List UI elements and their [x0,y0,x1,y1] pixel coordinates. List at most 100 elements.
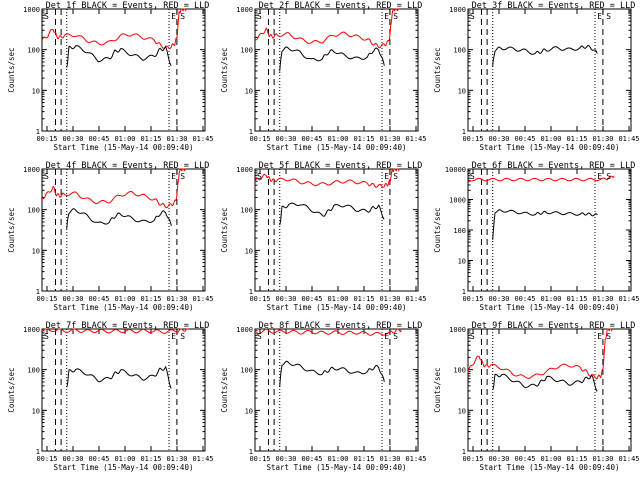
x-tick-label: 00:15 [249,295,270,303]
marker-label-start: S [44,332,49,341]
plot-frame [254,168,419,292]
x-axis-label: Start Time (15-May-14 00:09:40) [267,303,407,312]
x-tick-label: 00:30 [275,135,296,143]
x-tick-label: 00:15 [36,455,57,463]
series-line-red [254,328,402,336]
x-tick-label: 00:30 [62,135,83,143]
x-tick-label: 00:15 [249,455,270,463]
y-tick-label: 1000 [236,6,253,14]
x-tick-label: 01:45 [618,295,639,303]
plot-frame [254,328,419,452]
plot-frame [41,328,206,452]
x-tick-label: 01:00 [327,455,348,463]
x-tick-label: 00:45 [301,135,322,143]
y-tick-label: 100 [27,207,40,215]
x-axis-label: Start Time (15-May-14 00:09:40) [54,303,194,312]
x-tick-label: 01:15 [353,295,374,303]
x-tick-label: 01:30 [166,295,187,303]
panel-title: Det 8f BLACK = Events, RED = LLD [259,321,423,331]
series-line-red [41,328,189,334]
plot-frame [41,8,206,132]
x-tick-label: 00:45 [301,455,322,463]
panel-det3: Det 3f BLACK = Events, RED = LLD 1 10 100 10… [433,1,640,152]
series-line-black [492,209,598,240]
y-tick-label: 1 [36,288,40,296]
y-tick-label: 100 [453,367,466,375]
y-tick-label: 1000 [23,6,40,14]
panel-title: Det 9f BLACK = Events, RED = LLD [472,321,636,331]
x-tick-label: 00:45 [88,295,109,303]
x-tick-label: 00:15 [462,295,483,303]
y-axis-label: Counts/sec [433,47,442,92]
marker-label-end: E [384,172,389,181]
x-tick-label: 00:30 [62,295,83,303]
panel-title: Det 4f BLACK = Events, RED = LLD [46,161,210,171]
marker-label-start: S [44,12,49,21]
marker-label-end: E [384,12,389,21]
series-line-red [41,8,187,50]
x-tick-label: 00:30 [488,295,509,303]
plot-frame [467,328,632,452]
x-tick-label: 01:00 [114,135,135,143]
marker-label-start: S [470,12,475,21]
x-tick-label: 00:15 [462,455,483,463]
x-tick-label: 00:30 [488,135,509,143]
y-tick-label: 100 [27,47,40,55]
y-tick-label: 100 [453,47,466,55]
x-tick-label: 01:30 [379,135,400,143]
y-tick-label: 1 [249,128,253,136]
y-tick-label: 10000 [445,166,466,174]
x-tick-label: 00:45 [88,135,109,143]
series-line-black [279,46,385,72]
x-tick-label: 01:45 [405,135,426,143]
x-tick-label: 00:15 [36,135,57,143]
marker-label-start: S [393,12,398,21]
plot-frame [41,168,206,292]
series-line-red [41,168,186,209]
marker-label-start: S [257,12,262,21]
marker-label-start: S [606,12,611,21]
y-tick-label: 100 [240,47,253,55]
x-tick-label: 00:45 [514,135,535,143]
panel-det6: Det 6f BLACK = Events, RED = LLD 1 10 100 10… [433,161,640,312]
panel-det8: Det 8f BLACK = Events, RED = LLD 1 10 100 10… [220,321,427,472]
marker-label-end: E [171,172,176,181]
y-tick-label: 1 [249,288,253,296]
x-tick-label: 01:15 [353,135,374,143]
marker-label-start: S [180,172,185,181]
x-tick-label: 01:00 [114,455,135,463]
x-tick-label: 01:30 [592,295,613,303]
marker-label-start: S [470,172,475,181]
marker-label-start: S [393,172,398,181]
series-line-black [492,44,598,67]
panel-title: Det 5f BLACK = Events, RED = LLD [259,161,423,171]
x-tick-label: 00:30 [488,455,509,463]
x-axis-label: Start Time (15-May-14 00:09:40) [54,463,194,472]
marker-label-end: E [171,12,176,21]
panel-det4: Det 4f BLACK = Events, RED = LLD 1 10 100 10… [7,161,214,312]
x-tick-label: 00:45 [301,295,322,303]
panel-det5: Det 5f BLACK = Events, RED = LLD 1 10 100 10… [220,161,427,312]
panel-title: Det 3f BLACK = Events, RED = LLD [472,1,636,11]
x-axis-label: Start Time (15-May-14 00:09:40) [267,463,407,472]
series-line-black [66,208,172,229]
y-axis-label: Counts/sec [7,367,16,412]
x-tick-label: 01:00 [327,135,348,143]
x-tick-label: 00:15 [249,135,270,143]
y-tick-label: 10 [458,87,466,95]
y-tick-label: 1000 [23,326,40,334]
plot-frame [467,8,632,132]
y-tick-label: 10 [32,407,40,415]
x-tick-label: 00:45 [514,295,535,303]
marker-label-start: S [44,172,49,181]
x-tick-label: 01:15 [353,455,374,463]
x-tick-label: 01:30 [592,455,613,463]
y-tick-label: 1000 [236,166,253,174]
y-tick-label: 1000 [449,197,466,205]
x-tick-label: 01:45 [405,455,426,463]
x-tick-label: 01:45 [405,295,426,303]
panel-det1: Det 1f BLACK = Events, RED = LLD 1 10 100 10… [7,1,214,152]
panel-title: Det 1f BLACK = Events, RED = LLD [46,1,210,11]
x-tick-label: 00:30 [62,455,83,463]
